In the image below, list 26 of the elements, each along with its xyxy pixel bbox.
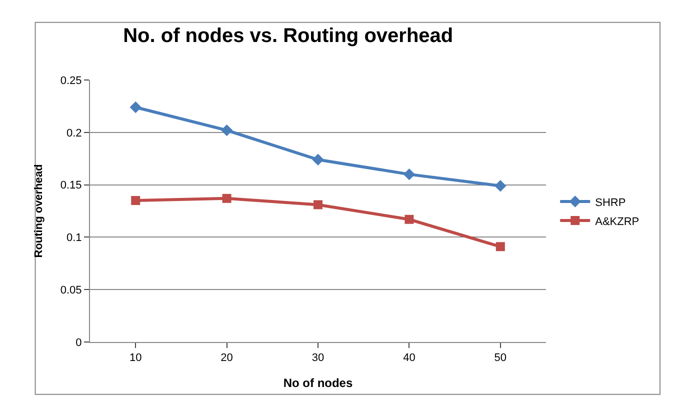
point [130,101,142,114]
y-tick-label: 0 [76,336,82,349]
x-tick-label: 20 [220,352,233,364]
point [494,180,506,192]
point [403,168,416,180]
x-tick-label: 10 [129,352,142,364]
legend-label: A&KZRP [595,216,640,228]
y-tick-label: 0.1 [66,232,82,244]
point [404,214,414,224]
y-tick-label: 0.05 [60,284,82,296]
point [220,124,233,136]
legend-label: SHRP [595,196,626,209]
point [131,196,140,206]
point [496,242,505,252]
chart-title: No. of nodes vs. Routing overhead [123,25,454,47]
point [314,200,322,210]
point [312,154,324,166]
y-tick-label: 0.2 [66,127,82,140]
x-tick-label: 50 [494,352,507,364]
point [222,194,232,203]
x-tick-label: 30 [312,352,324,364]
x-axis-title: No of nodes [283,376,353,390]
x-tick-label: 40 [403,352,416,364]
y-tick-label: 0.25 [60,74,82,87]
y-axis-title: Routing overhead [33,164,46,258]
y-tick-label: 0.15 [60,180,82,192]
